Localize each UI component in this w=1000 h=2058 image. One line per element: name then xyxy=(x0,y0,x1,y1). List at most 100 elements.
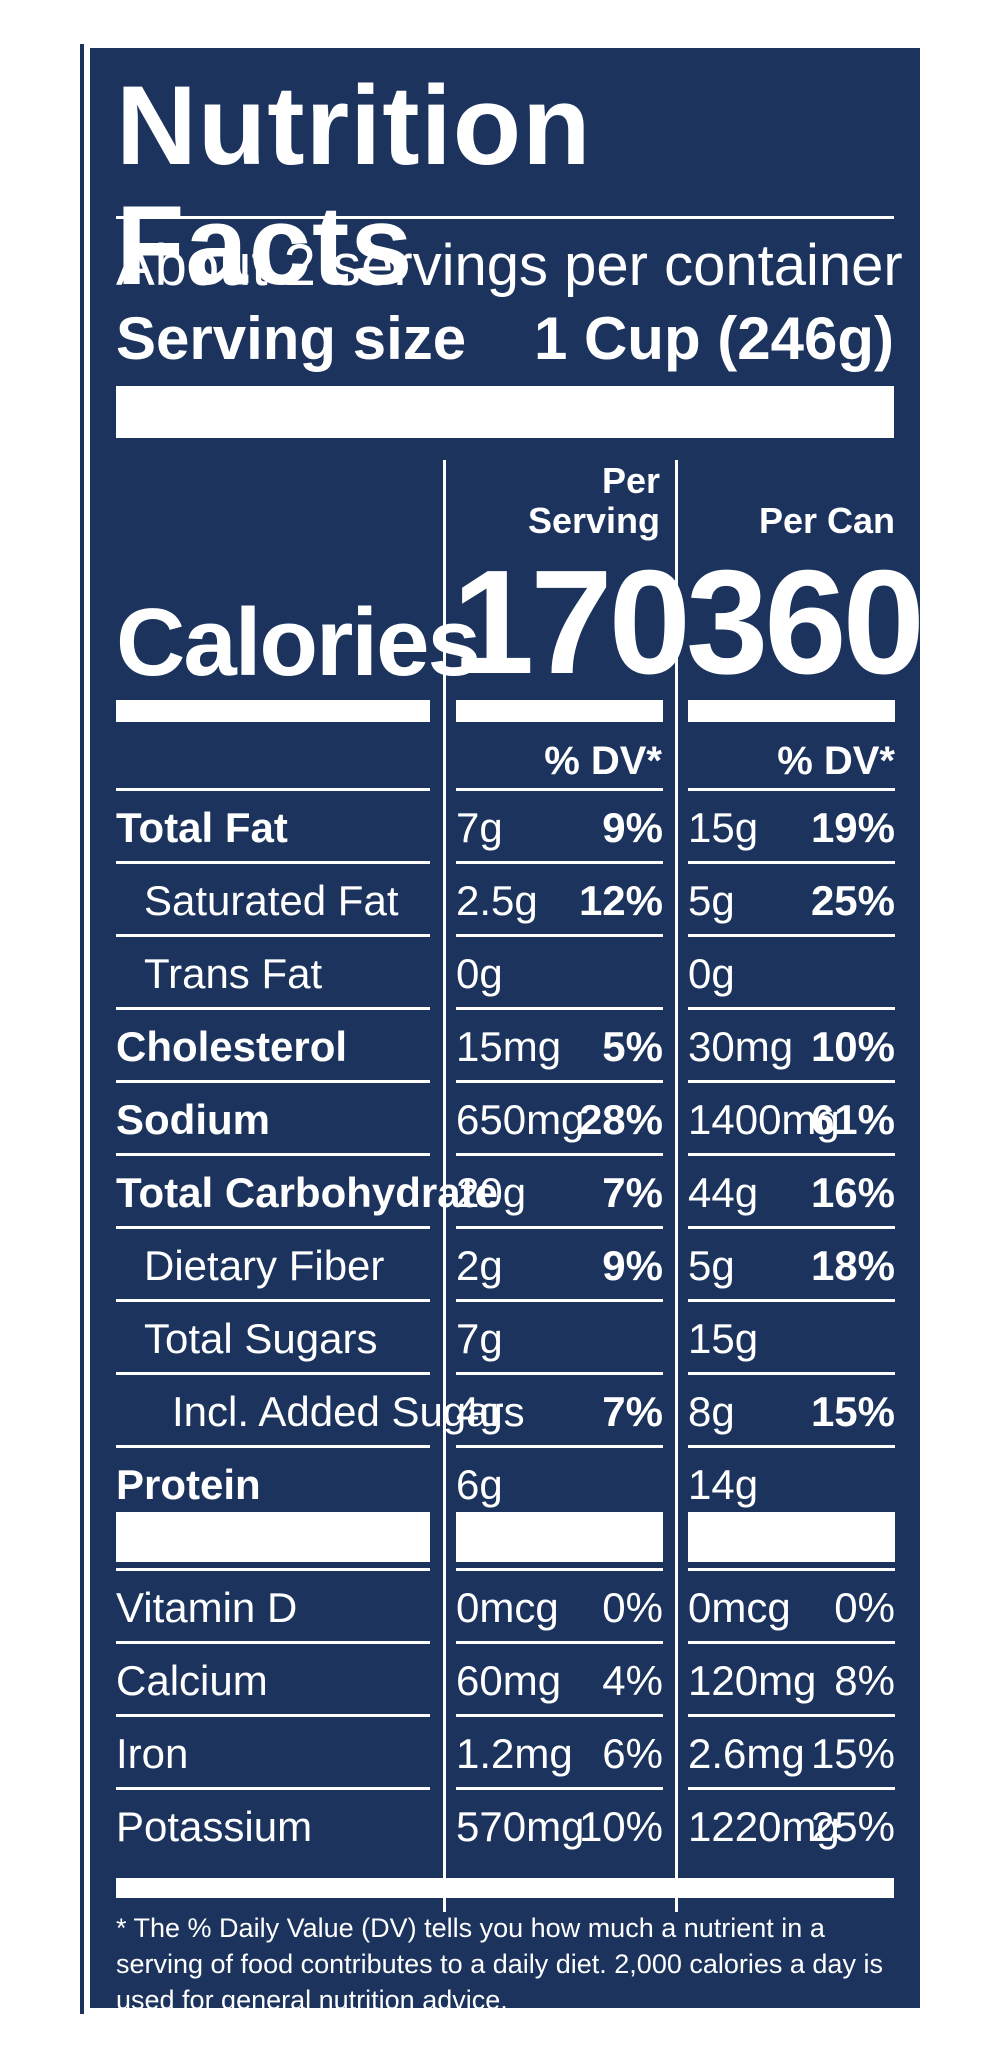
serving-amount: 2g xyxy=(456,1242,503,1289)
nutrient-name: Total Sugars xyxy=(144,1315,378,1362)
row-rule-name xyxy=(116,861,430,864)
row-rule-serving xyxy=(456,1568,663,1571)
servings-per-container: About 2 servings per container xyxy=(116,233,903,298)
row-rule-serving xyxy=(456,861,663,864)
row-rule-serving xyxy=(456,1080,663,1083)
row-rule-can xyxy=(688,1080,895,1083)
row-rule-can xyxy=(688,1445,895,1448)
can-amount: 1220mg xyxy=(688,1803,840,1850)
nutrient-name: Incl. Added Sugars xyxy=(172,1388,525,1435)
row-rule-name xyxy=(116,1080,430,1083)
row-rule-name xyxy=(116,1007,430,1010)
row-rule-name xyxy=(116,1153,430,1156)
divider-thick-top xyxy=(116,386,894,438)
per-serving-header-line2: Serving xyxy=(527,500,660,541)
can-daily-value: 61% xyxy=(810,1096,895,1143)
can-daily-value: 25% xyxy=(810,1803,895,1850)
serving-amount: 2.5g xyxy=(456,877,538,924)
row-rule-can xyxy=(688,861,895,864)
divider-thin xyxy=(116,216,894,219)
serving-amount: 6g xyxy=(456,1461,503,1508)
serving-daily-value: 7% xyxy=(602,1388,663,1435)
can-amount: 120mg xyxy=(688,1657,817,1704)
row-rule-name xyxy=(116,1445,430,1448)
can-daily-value: 16% xyxy=(810,1169,895,1216)
can-amount: 1400mg xyxy=(688,1096,840,1143)
row-rule-can xyxy=(688,1714,895,1717)
serving-amount: 15mg xyxy=(456,1023,562,1070)
nutrient-name: Trans Fat xyxy=(144,950,323,997)
row-rule-serving xyxy=(456,1714,663,1717)
serving-daily-value: 10% xyxy=(578,1803,663,1850)
row-rule-serving xyxy=(456,1372,663,1375)
serving-daily-value: 7% xyxy=(602,1169,663,1216)
row-rule-serving xyxy=(456,1299,663,1302)
row-rule-name xyxy=(116,1714,430,1717)
can-daily-value: 0% xyxy=(834,1584,895,1631)
row-rule-can xyxy=(688,788,895,791)
row-rule-serving xyxy=(456,1007,663,1010)
can-amount: 44g xyxy=(688,1169,759,1216)
can-amount: 30mg xyxy=(688,1023,794,1070)
serving-amount: 1.2mg xyxy=(456,1730,573,1777)
nutrient-name: Iron xyxy=(116,1730,189,1777)
micros-bar-serving xyxy=(456,1512,663,1562)
row-rule-name xyxy=(116,788,430,791)
can-amount: 2.6mg xyxy=(688,1730,805,1777)
dv-header-can: % DV* xyxy=(777,739,895,783)
row-rule-serving xyxy=(456,1153,663,1156)
can-daily-value: 18% xyxy=(810,1242,895,1289)
serving-amount: 0g xyxy=(456,950,503,997)
serving-daily-value: 4% xyxy=(602,1657,663,1704)
can-amount: 5g xyxy=(688,1242,735,1289)
nutrition-facts-panel: Nutrition Facts About 2 servings per con… xyxy=(90,48,925,2015)
micros-bar-name xyxy=(116,1512,430,1562)
serving-size-value: 1 Cup (246g) xyxy=(533,305,894,372)
row-rule-serving xyxy=(456,1641,663,1644)
serving-daily-value: 6% xyxy=(602,1730,663,1777)
nutrient-name: Potassium xyxy=(116,1803,313,1850)
serving-daily-value: 5% xyxy=(602,1023,663,1070)
row-rule-name xyxy=(116,1299,430,1302)
row-rule-serving xyxy=(456,1445,663,1448)
calories-bar-serving xyxy=(456,700,663,722)
row-rule-can xyxy=(688,934,895,937)
can-daily-value: 10% xyxy=(810,1023,895,1070)
calories-bar-name xyxy=(116,700,430,722)
row-rule-serving xyxy=(456,1787,663,1790)
row-rule-can xyxy=(688,1299,895,1302)
serving-amount: 0mcg xyxy=(456,1584,559,1631)
row-rule-name xyxy=(116,1568,430,1571)
nutrient-name: Dietary Fiber xyxy=(144,1242,385,1289)
serving-amount: 7g xyxy=(456,1315,503,1362)
row-rule-name xyxy=(116,934,430,937)
can-daily-value: 15% xyxy=(810,1388,895,1435)
dv-header-serving: % DV* xyxy=(544,739,662,783)
row-rule-name xyxy=(116,1641,430,1644)
serving-amount: 20g xyxy=(456,1169,527,1216)
row-rule-serving xyxy=(456,1226,663,1229)
can-amount: 15g xyxy=(688,1315,759,1362)
row-rule-can xyxy=(688,1641,895,1644)
daily-value-footnote: * The % Daily Value (DV) tells you how m… xyxy=(116,1913,883,2015)
per-serving-header-line1: Per xyxy=(601,460,660,501)
nutrient-name: Total Carbohydrate xyxy=(116,1169,498,1216)
serving-daily-value: 0% xyxy=(602,1584,663,1631)
nutrient-name: Saturated Fat xyxy=(144,877,399,924)
row-rule-can xyxy=(688,1568,895,1571)
calories-per-can: 360 xyxy=(686,540,925,705)
per-can-header: Per Can xyxy=(758,500,895,541)
row-rule-name xyxy=(116,1787,430,1790)
can-amount: 0mcg xyxy=(688,1584,791,1631)
can-daily-value: 8% xyxy=(834,1657,895,1704)
divider-thick-bottom xyxy=(116,1878,894,1898)
can-daily-value: 25% xyxy=(810,877,895,924)
row-rule-can xyxy=(688,1226,895,1229)
row-rule-can xyxy=(688,1372,895,1375)
label-left-edge xyxy=(80,44,84,2014)
row-rule-name xyxy=(116,1372,430,1375)
serving-amount: 650mg xyxy=(456,1096,585,1143)
nutrient-name: Calcium xyxy=(116,1657,268,1704)
nutrient-name: Total Fat xyxy=(116,804,288,851)
can-amount: 0g xyxy=(688,950,735,997)
